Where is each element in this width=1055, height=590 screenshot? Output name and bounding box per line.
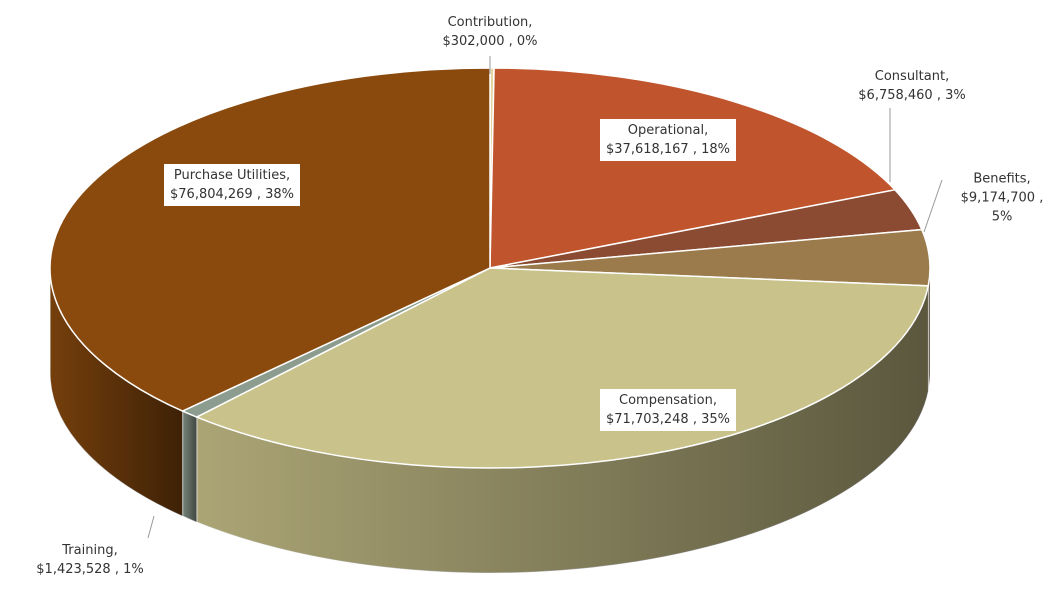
slice-side-shade — [196, 285, 929, 573]
label-value: $302,000 , 0% — [442, 34, 538, 49]
data-label: Operational, $37,618,167 , 18% — [600, 119, 736, 161]
label-value: $6,758,460 , 3% — [858, 88, 966, 103]
label-value: $76,804,269 , 38% — [170, 187, 294, 202]
data-label: Consultant, $6,758,460 , 3% — [852, 65, 972, 107]
label-category: Purchase Utilities, — [173, 168, 291, 183]
data-label: Contribution, $302,000 , 0% — [436, 11, 544, 53]
data-label: Purchase Utilities, $76,804,269 , 38% — [164, 164, 300, 206]
data-label: Benefits, $9,174,700 , 5% — [950, 167, 1054, 229]
label-value: $9,174,700 , 5% — [960, 190, 1044, 225]
label-category: Contribution, — [447, 15, 533, 30]
slice-side-shade — [50, 268, 183, 517]
label-category: Training, — [62, 543, 118, 558]
label-category: Operational, — [627, 123, 709, 138]
label-value: $1,423,528 , 1% — [36, 562, 144, 577]
data-label: Compensation, $71,703,248 , 35% — [600, 389, 736, 431]
label-category: Benefits, — [973, 171, 1031, 187]
label-category: Compensation, — [619, 393, 717, 408]
label-value: $37,618,167 , 18% — [606, 142, 730, 157]
leader-lines — [147, 56, 943, 539]
slice-side-shade — [182, 411, 197, 523]
label-value: $71,703,248 , 35% — [606, 412, 730, 427]
data-label: Training, $1,423,528 , 1% — [30, 539, 150, 581]
label-category: Consultant, — [874, 69, 950, 84]
slice — [194, 267, 930, 469]
slice — [489, 67, 897, 269]
slice — [49, 67, 491, 412]
